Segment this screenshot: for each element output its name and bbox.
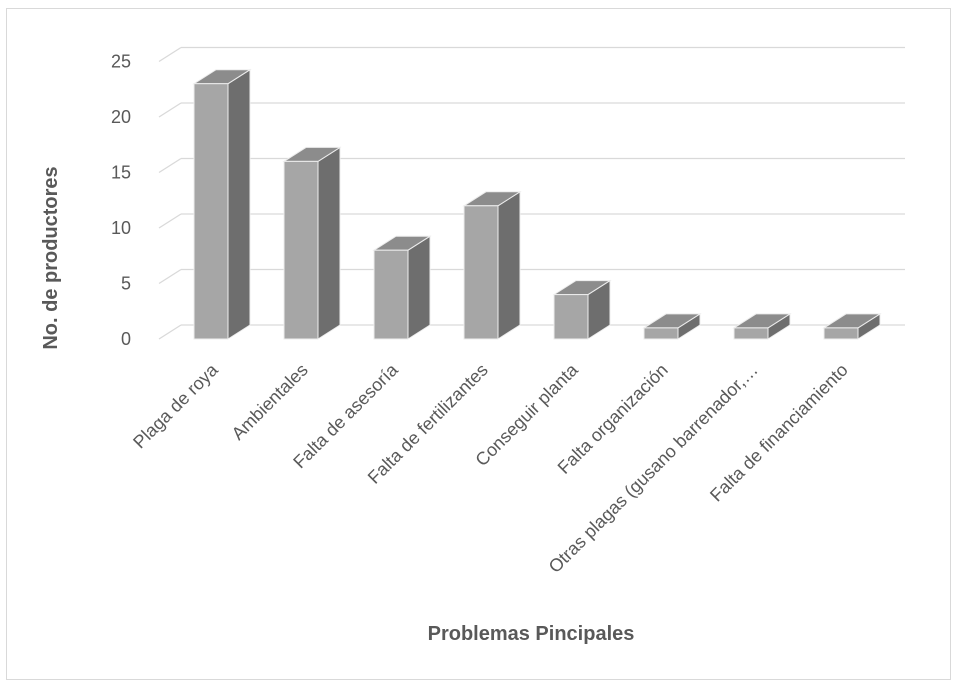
bar-side: [497, 190, 521, 340]
y-tick-label: 20: [111, 107, 131, 127]
y-axis-ticks: 0 5 10 15 20 25: [111, 52, 131, 350]
gridlines: [158, 46, 905, 340]
bar-chart: 0 5 10 15 20 25 Plaga de roya AmbientalesFalta…: [40, 46, 905, 645]
x-tick-label: Plaga de roya: [129, 359, 222, 452]
y-tick-label: 15: [111, 163, 131, 183]
bar: [283, 160, 319, 340]
x-tick-label: Ambientales: [228, 360, 312, 444]
gridline-depth: [158, 268, 182, 285]
bar: [553, 294, 589, 340]
chart-frame: 0 5 10 15 20 25 Plaga de roya Ambientales Falta…: [6, 8, 951, 680]
bar-side: [227, 68, 251, 340]
bar: [373, 249, 409, 340]
bar: [733, 327, 769, 340]
bar: [823, 327, 859, 340]
y-tick-label: 10: [111, 218, 131, 238]
y-tick-label: 25: [111, 52, 131, 72]
y-tick-label: 5: [121, 274, 131, 294]
y-tick-label: 0: [121, 329, 131, 349]
y-axis-title: No. de productores: [40, 166, 62, 349]
gridline-depth: [158, 102, 182, 118]
bar: [193, 83, 229, 340]
x-axis-title: Problemas Pincipales: [428, 623, 635, 645]
bars: [192, 68, 882, 340]
bar-side: [317, 146, 341, 340]
bar-side: [407, 235, 431, 340]
gridline-depth: [158, 46, 182, 63]
gridline-depth: [158, 213, 182, 229]
gridline-depth: [158, 324, 182, 340]
bar: [463, 205, 499, 340]
bar: [643, 327, 679, 340]
gridline-depth: [158, 157, 182, 174]
